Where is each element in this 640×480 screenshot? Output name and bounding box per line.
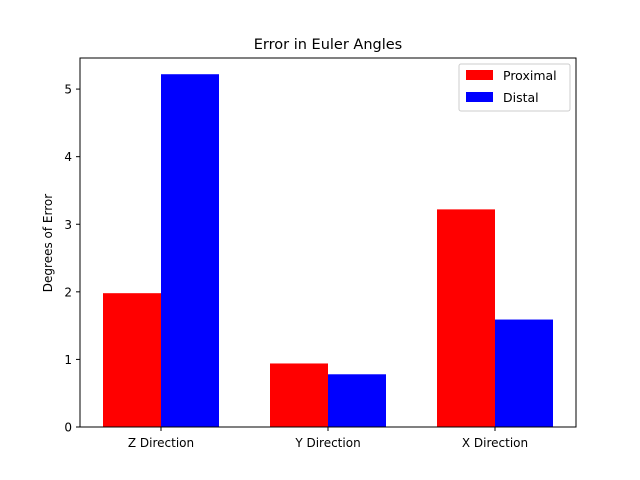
x-tick-label: Z Direction [128,436,194,450]
bars-group [103,74,553,427]
bar-distal-y-direction [328,374,386,427]
y-tick-label: 5 [64,83,72,97]
y-axis-ticks: 0 1 2 3 4 5 [64,83,80,435]
chart-title: Error in Euler Angles [254,37,402,53]
plot-frame [79,57,577,428]
x-tick-label: X Direction [462,436,528,450]
bar-distal-z-direction [161,74,219,427]
legend-swatch-proximal [466,70,493,80]
bar-proximal-z-direction [103,293,161,427]
legend-swatch-distal [466,92,493,102]
y-tick-label: 1 [64,353,72,367]
x-tick-label: Y Direction [294,436,360,450]
bar-proximal-y-direction [270,363,328,427]
y-tick-label: 0 [64,421,72,435]
legend-label-proximal: Proximal [503,68,557,83]
y-tick-label: 2 [64,285,72,299]
y-tick-label: 4 [64,150,72,164]
legend: Proximal Distal [458,63,571,112]
x-axis-ticks: Z Direction Y Direction X Direction [128,427,528,450]
y-tick-label: 3 [64,218,72,232]
legend-label-distal: Distal [503,90,539,105]
bar-proximal-x-direction [437,209,495,427]
bar-distal-x-direction [495,319,553,427]
y-axis-label: Degrees of Error [41,194,55,292]
